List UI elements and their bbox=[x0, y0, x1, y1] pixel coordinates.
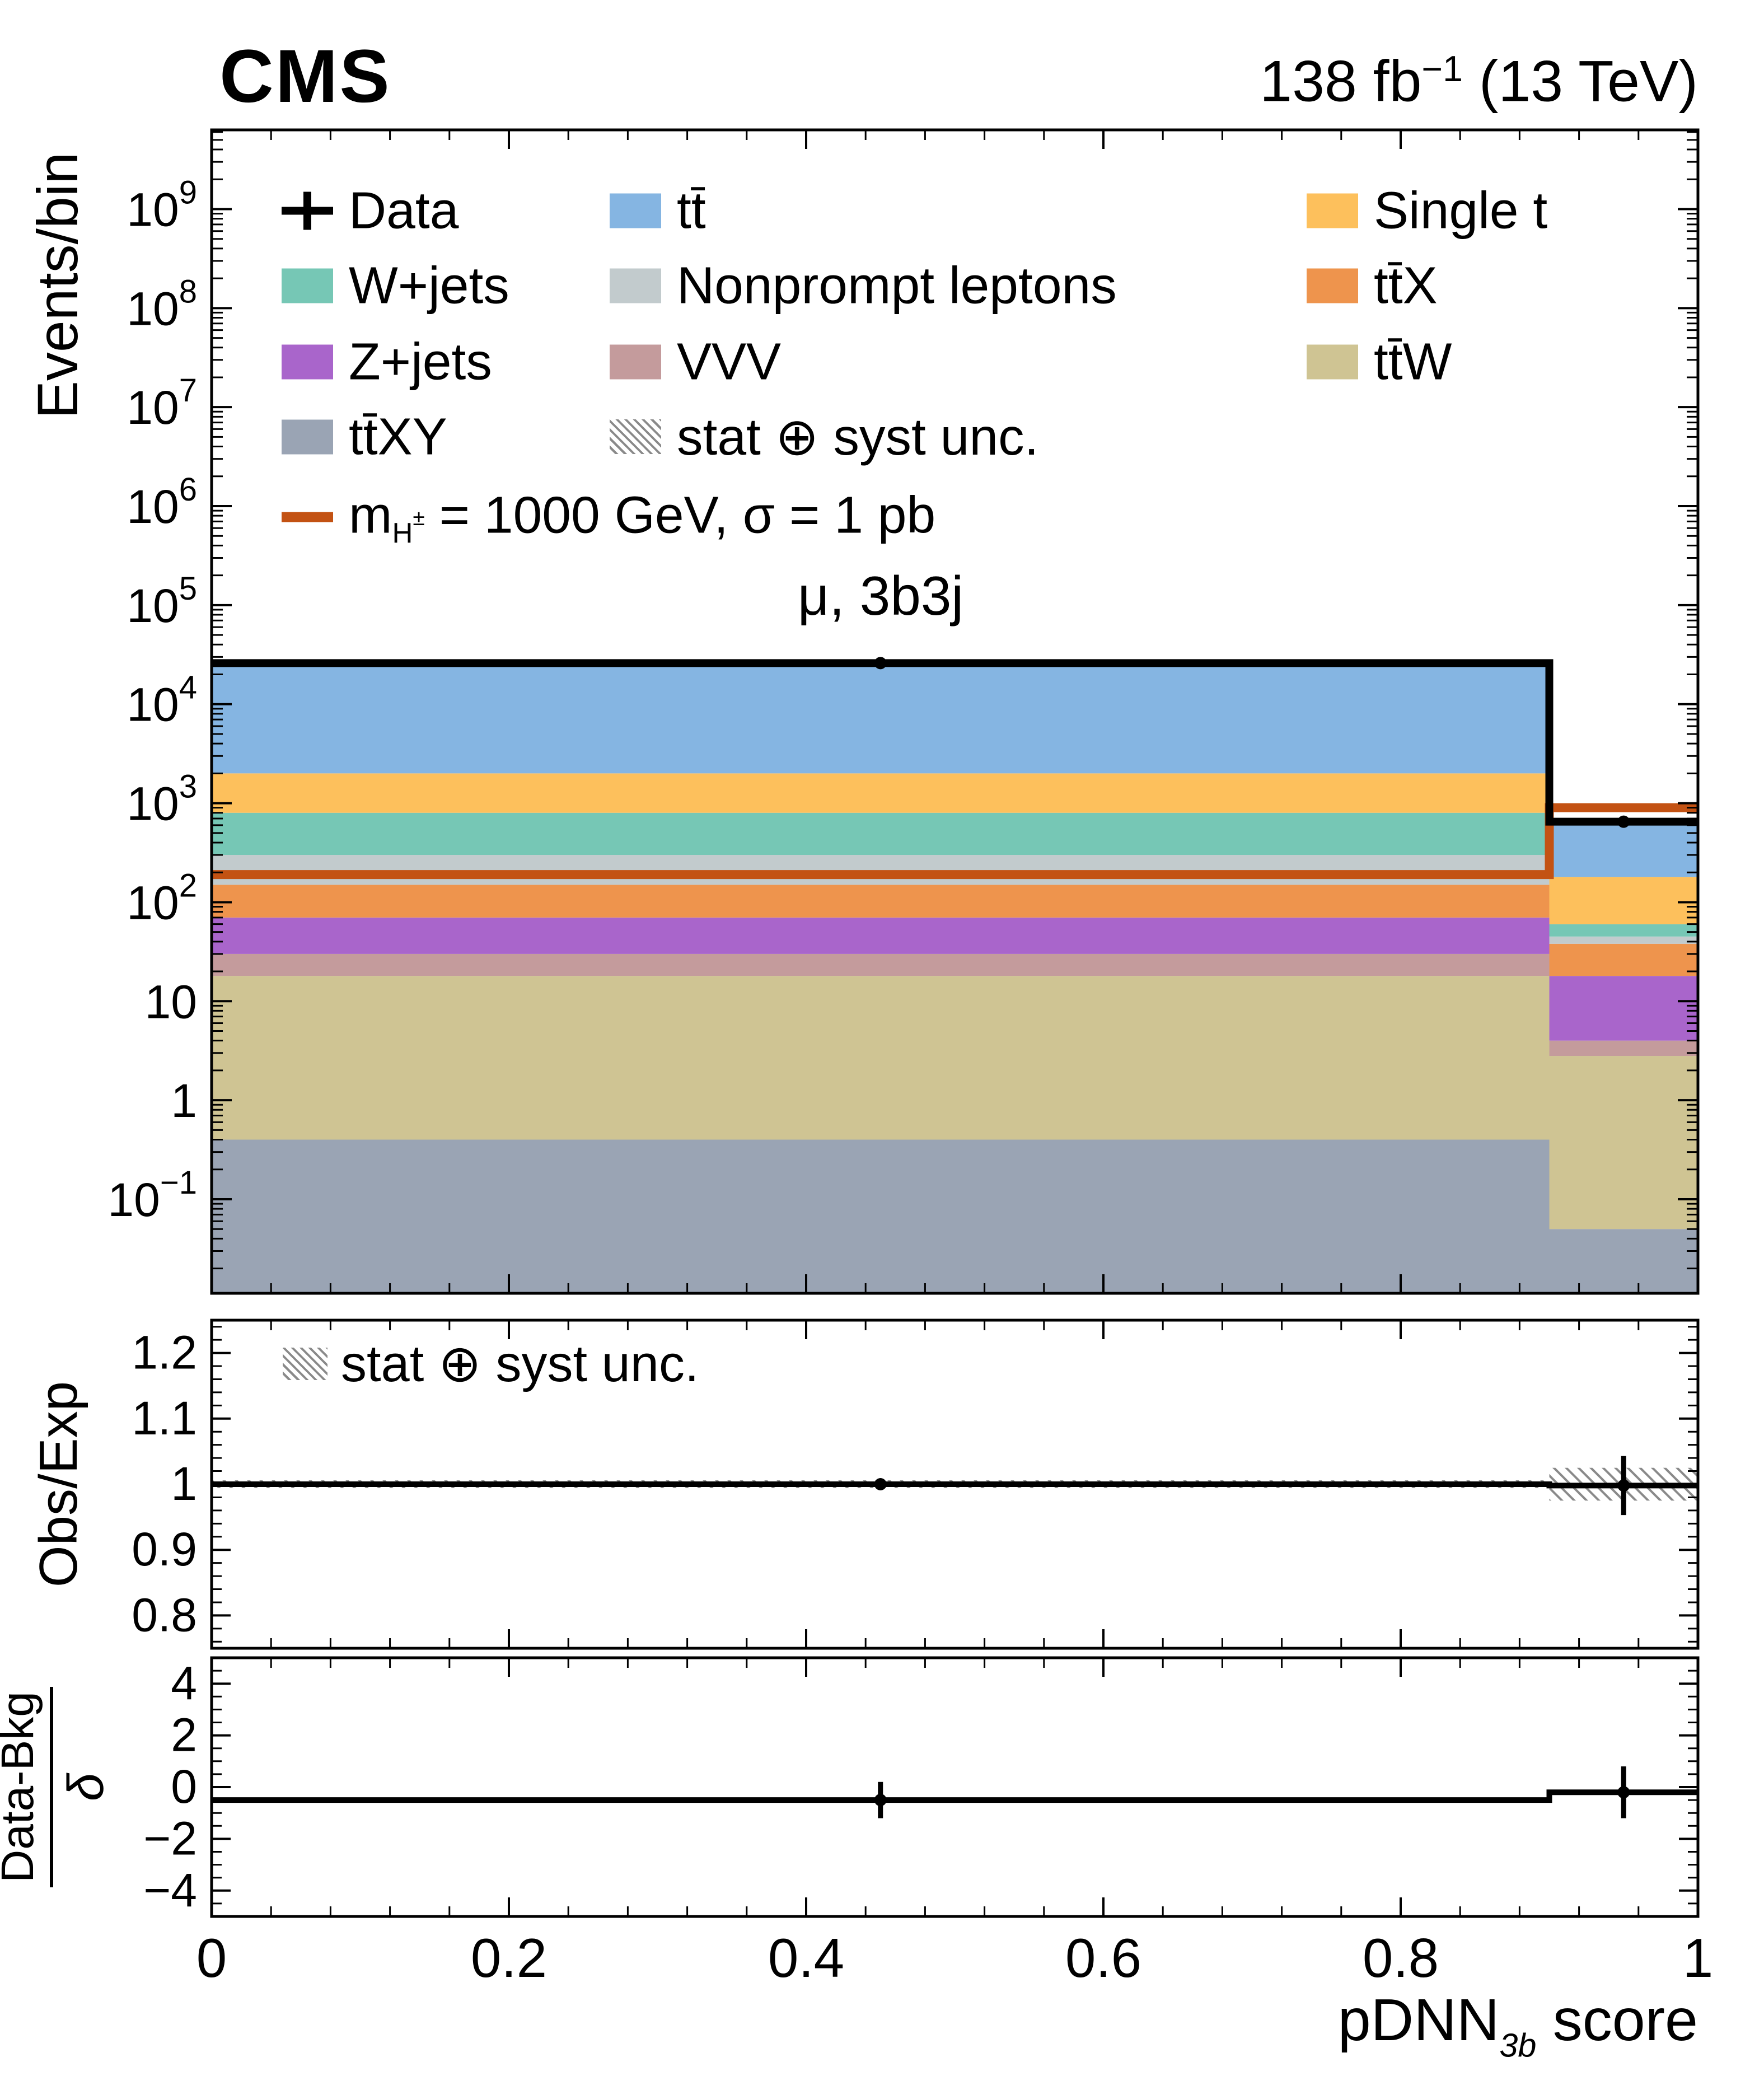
svg-text:1: 1 bbox=[171, 1457, 197, 1510]
svg-text:105: 105 bbox=[127, 571, 197, 632]
lumi-exponent: −1 bbox=[1421, 49, 1463, 89]
pull-label-denominator: δ bbox=[58, 1773, 114, 1802]
svg-text:108: 108 bbox=[127, 273, 197, 335]
x-axis-labels: 0 0.2 0.4 0.6 0.8 1 bbox=[196, 1927, 1714, 1989]
svg-text:106: 106 bbox=[127, 471, 197, 533]
svg-text:0.4: 0.4 bbox=[768, 1927, 844, 1989]
stack-segment bbox=[1549, 936, 1698, 944]
stack-segment bbox=[1549, 1229, 1698, 1293]
data-point bbox=[874, 657, 887, 670]
cms-logo: CMS bbox=[219, 35, 391, 118]
stack-segment bbox=[212, 663, 1550, 774]
stack-segment bbox=[1549, 1056, 1698, 1229]
stack-segment bbox=[1549, 824, 1698, 877]
stack-segment bbox=[1549, 976, 1698, 1041]
stack-segment bbox=[212, 885, 1550, 918]
category-title: μ, 3b3j bbox=[797, 565, 964, 626]
ratio-panel: 0.8 0.9 1 1.1 1.2 bbox=[132, 1318, 1700, 1650]
data-point bbox=[1617, 1479, 1630, 1492]
stack-segment bbox=[212, 976, 1550, 1140]
svg-text:0.9: 0.9 bbox=[132, 1523, 197, 1575]
signal bbox=[212, 803, 1698, 880]
svg-text:1: 1 bbox=[1683, 1927, 1714, 1989]
main-y-axis-title: Events/bin bbox=[26, 152, 90, 419]
lumi-label: 138 fb−1 (13 TeV) bbox=[1260, 48, 1698, 115]
svg-text:1.1: 1.1 bbox=[132, 1392, 197, 1444]
data-points bbox=[874, 657, 1630, 828]
ratio-uncertainty-legend: stat ⊕ syst unc. bbox=[283, 1334, 699, 1394]
panel-frame bbox=[210, 128, 1700, 1295]
svg-text:10−1: 10−1 bbox=[107, 1165, 197, 1226]
stack-segment bbox=[1549, 877, 1698, 924]
signal-line bbox=[212, 803, 1698, 880]
stack-segment bbox=[212, 953, 1550, 976]
x-title-suffix: score bbox=[1536, 1987, 1698, 2053]
svg-text:4: 4 bbox=[171, 1657, 197, 1709]
svg-text:1.2: 1.2 bbox=[132, 1326, 197, 1379]
svg-text:104: 104 bbox=[127, 670, 197, 731]
stack-segment bbox=[212, 1139, 1550, 1293]
svg-text:0: 0 bbox=[196, 1927, 227, 1989]
ratio-unc-label: stat ⊕ syst unc. bbox=[341, 1335, 699, 1392]
svg-text:102: 102 bbox=[127, 867, 197, 929]
svg-text:1: 1 bbox=[171, 1074, 197, 1127]
svg-text:107: 107 bbox=[127, 372, 197, 434]
svg-text:0.8: 0.8 bbox=[1363, 1927, 1439, 1989]
svg-text:0.6: 0.6 bbox=[1065, 1927, 1141, 1989]
pull-label-numerator: Data-Bkg bbox=[0, 1687, 53, 1887]
data-point bbox=[874, 1794, 887, 1807]
stack-segment bbox=[1549, 924, 1698, 937]
ratio-y-axis-title: Obs/Exp bbox=[29, 1381, 88, 1588]
x-axis-title: pDNN3b score bbox=[1338, 1986, 1698, 2065]
main-axes: 10−1 1 10 102 103 104 105 106 107 108 109 bbox=[107, 128, 1700, 1295]
data-point bbox=[874, 1478, 887, 1490]
data-point bbox=[1617, 815, 1630, 828]
svg-text:2: 2 bbox=[171, 1709, 197, 1761]
data-point bbox=[1617, 1786, 1630, 1799]
pull-y-axis-title: Data-Bkg δ bbox=[0, 1685, 120, 1889]
svg-text:10: 10 bbox=[145, 975, 197, 1028]
svg-text:−2: −2 bbox=[143, 1812, 197, 1864]
lumi-energy: (13 TeV) bbox=[1462, 49, 1698, 114]
ratio-line bbox=[212, 1481, 1698, 1489]
stack-segment bbox=[1549, 943, 1698, 976]
lumi-value: 138 fb bbox=[1260, 49, 1422, 114]
x-title-main: pDNN bbox=[1337, 1987, 1500, 2053]
stack-segment bbox=[212, 812, 1550, 855]
hatch-icon bbox=[283, 1347, 327, 1380]
stacked-histogram bbox=[212, 663, 1698, 1293]
svg-text:0: 0 bbox=[171, 1760, 197, 1813]
pull-line bbox=[212, 1789, 1698, 1803]
svg-text:109: 109 bbox=[127, 174, 197, 236]
stack-segment bbox=[1549, 1040, 1698, 1056]
stack-segment bbox=[212, 855, 1550, 885]
x-title-subscript: 3b bbox=[1499, 2026, 1537, 2064]
stack-segment bbox=[212, 773, 1550, 813]
panel-frame bbox=[210, 1656, 1700, 1918]
stack-segment bbox=[212, 917, 1550, 954]
svg-text:−4: −4 bbox=[143, 1864, 197, 1916]
svg-text:0.8: 0.8 bbox=[132, 1588, 197, 1641]
svg-text:103: 103 bbox=[127, 769, 197, 830]
svg-text:0.2: 0.2 bbox=[471, 1927, 547, 1989]
